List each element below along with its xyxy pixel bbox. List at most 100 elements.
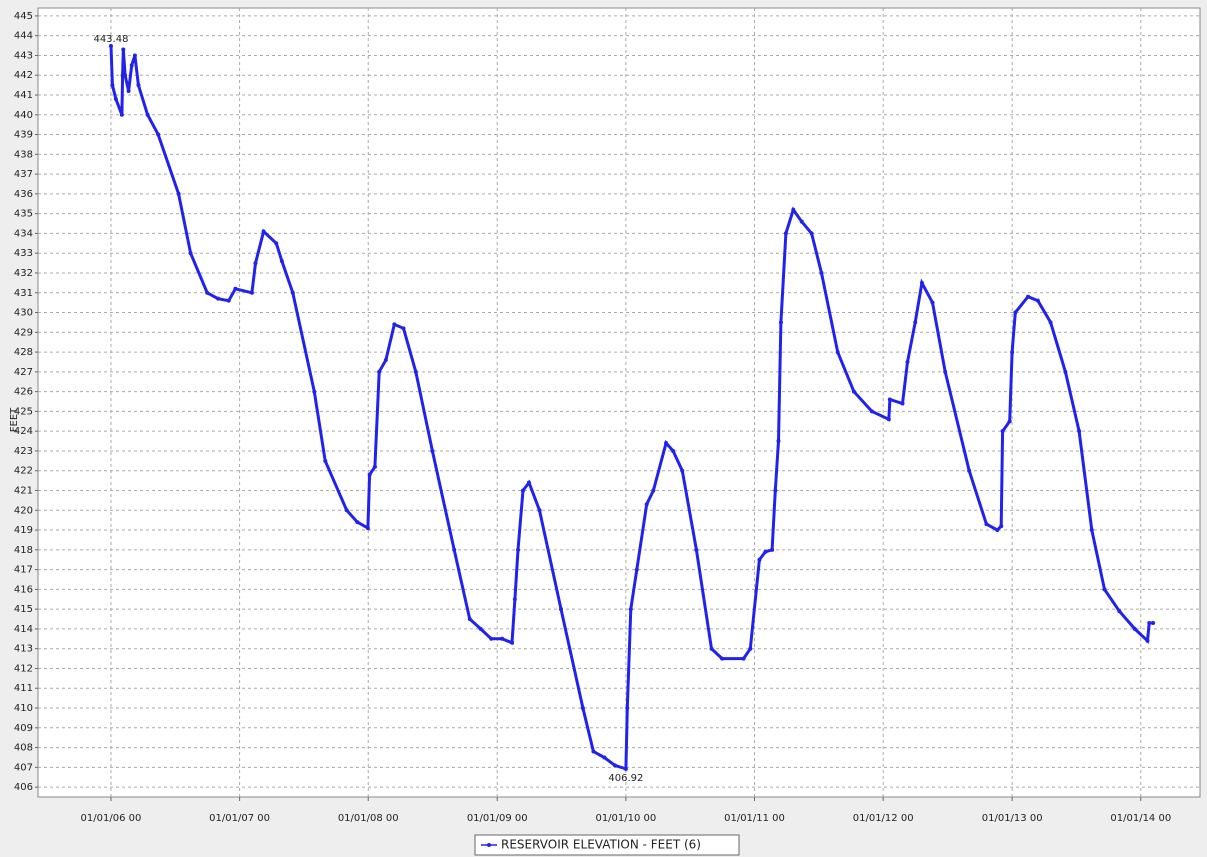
data-point bbox=[261, 229, 266, 234]
y-tick-label: 428 bbox=[14, 347, 33, 358]
y-axis-label: FEET bbox=[9, 407, 20, 432]
data-point bbox=[108, 43, 113, 48]
data-point bbox=[900, 401, 905, 406]
data-point bbox=[290, 290, 295, 295]
legend-box bbox=[474, 834, 740, 856]
x-tick-label: 01/01/12 00 bbox=[853, 813, 914, 824]
data-point bbox=[869, 409, 874, 414]
data-point bbox=[1026, 294, 1031, 299]
data-point bbox=[930, 300, 935, 305]
data-point bbox=[671, 448, 676, 453]
data-point bbox=[634, 567, 639, 572]
legend: RESERVOIR ELEVATION - FEET (6) bbox=[474, 834, 740, 856]
y-tick-label: 416 bbox=[14, 584, 33, 595]
data-point bbox=[110, 83, 115, 88]
data-point bbox=[452, 547, 457, 552]
data-point bbox=[1117, 609, 1122, 614]
data-point bbox=[355, 520, 360, 525]
series-line bbox=[109, 45, 1154, 771]
data-point bbox=[748, 646, 753, 651]
data-point bbox=[365, 526, 370, 531]
y-tick-label: 439 bbox=[14, 130, 33, 141]
data-point bbox=[651, 488, 656, 493]
y-tick-label: 429 bbox=[14, 327, 33, 338]
data-point bbox=[757, 557, 762, 562]
x-tick-label: 01/01/09 00 bbox=[467, 813, 528, 824]
annotation: 406.92 bbox=[608, 773, 643, 784]
data-point bbox=[129, 63, 134, 68]
y-tick-label: 419 bbox=[14, 525, 33, 536]
data-point bbox=[233, 286, 238, 291]
x-tick-label: 01/01/13 00 bbox=[982, 813, 1043, 824]
data-point bbox=[776, 439, 781, 444]
y-tick-label: 415 bbox=[14, 604, 33, 615]
data-point bbox=[791, 207, 796, 212]
x-tick-label: 01/01/11 00 bbox=[724, 813, 785, 824]
y-tick-label: 422 bbox=[14, 466, 33, 477]
data-point bbox=[995, 528, 1000, 533]
x-tick-label: 01/01/06 00 bbox=[81, 813, 142, 824]
y-tick-label: 438 bbox=[14, 149, 33, 160]
data-point bbox=[323, 458, 328, 463]
data-point bbox=[799, 219, 804, 224]
y-tick-label: 425 bbox=[14, 406, 33, 417]
data-point bbox=[591, 749, 596, 754]
data-point bbox=[344, 508, 349, 513]
y-tick-label: 427 bbox=[14, 367, 33, 378]
data-point bbox=[783, 231, 788, 236]
data-point bbox=[709, 646, 714, 651]
data-point bbox=[392, 322, 397, 327]
data-point bbox=[188, 251, 193, 256]
data-point bbox=[467, 617, 472, 622]
data-point bbox=[478, 626, 483, 631]
data-point bbox=[999, 524, 1004, 529]
data-point bbox=[383, 357, 388, 362]
data-point bbox=[770, 547, 775, 552]
data-point bbox=[1007, 419, 1012, 424]
data-point bbox=[176, 191, 181, 196]
data-point bbox=[809, 231, 814, 236]
data-point bbox=[123, 73, 128, 78]
y-tick-label: 413 bbox=[14, 644, 33, 655]
data-point bbox=[886, 417, 891, 422]
data-point bbox=[1035, 298, 1040, 303]
data-point bbox=[205, 290, 210, 295]
y-tick-label: 430 bbox=[14, 308, 33, 319]
data-point bbox=[778, 320, 783, 325]
data-point bbox=[526, 480, 531, 485]
data-point bbox=[919, 280, 924, 285]
y-tick-label: 418 bbox=[14, 545, 33, 556]
data-point bbox=[249, 290, 254, 295]
x-tick-label: 01/01/10 00 bbox=[595, 813, 656, 824]
annotation: 443.48 bbox=[93, 34, 128, 45]
y-tick-label: 442 bbox=[14, 70, 33, 81]
data-point bbox=[623, 766, 628, 771]
y-tick-label: 440 bbox=[14, 110, 33, 121]
data-point bbox=[773, 488, 778, 493]
y-tick-label: 411 bbox=[14, 683, 33, 694]
data-point bbox=[372, 464, 377, 469]
data-point bbox=[887, 397, 892, 402]
data-point bbox=[113, 96, 118, 101]
data-point bbox=[312, 389, 317, 394]
data-point bbox=[720, 656, 725, 661]
y-tick-label: 426 bbox=[14, 387, 33, 398]
data-point bbox=[253, 261, 258, 266]
data-point bbox=[1010, 350, 1015, 355]
data-point bbox=[156, 132, 161, 137]
data-point bbox=[644, 502, 649, 507]
data-point bbox=[1013, 310, 1018, 315]
data-point bbox=[520, 488, 525, 493]
data-point bbox=[1102, 587, 1107, 592]
y-tick-label: 408 bbox=[14, 743, 33, 754]
y-tick-label: 409 bbox=[14, 723, 33, 734]
y-tick-label: 441 bbox=[14, 90, 33, 101]
y-tick-label: 437 bbox=[14, 169, 33, 180]
data-point bbox=[1145, 638, 1150, 643]
y-tick-label: 417 bbox=[14, 565, 33, 576]
data-point bbox=[537, 508, 542, 513]
y-tick-label: 435 bbox=[14, 209, 33, 220]
data-point bbox=[1048, 320, 1053, 325]
data-point bbox=[1147, 620, 1152, 625]
data-point bbox=[559, 607, 564, 612]
